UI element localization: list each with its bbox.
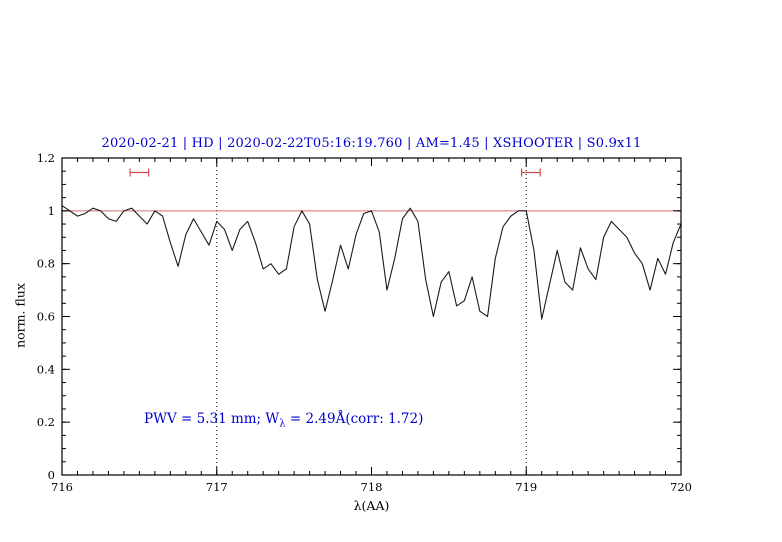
pwv-annotation-sub: λ <box>279 418 286 430</box>
pwv-annotation-prefix: PWV = 5.31 mm; W <box>144 411 280 427</box>
axis-frame <box>61 157 682 476</box>
y-tick-label: 0.4 <box>37 362 55 376</box>
spectrum-line <box>61 205 682 320</box>
x-tick-label: 716 <box>51 480 73 494</box>
x-axis-label: λ(AA) <box>353 498 390 513</box>
pwv-annotation: PWV = 5.31 mm; Wλ = 2.49Å(corr: 1.72) <box>144 411 423 430</box>
x-tick-label: 720 <box>670 480 692 494</box>
x-tick-label: 718 <box>361 480 383 494</box>
plot-title: 2020-02-21 | HD | 2020-02-22T05:16:19.76… <box>101 136 642 151</box>
y-tick-label: 0.6 <box>37 310 55 324</box>
y-tick-label: 0 <box>48 468 55 482</box>
y-tick-label: 1 <box>48 204 55 218</box>
pwv-annotation-suffix: = 2.49Å(corr: 1.72) <box>285 411 424 427</box>
y-tick-label: 1.2 <box>37 151 55 165</box>
x-tick-label: 719 <box>515 480 537 494</box>
y-tick-label: 0.8 <box>37 257 55 271</box>
x-tick-label: 717 <box>206 480 228 494</box>
y-tick-label: 0.2 <box>37 415 55 429</box>
